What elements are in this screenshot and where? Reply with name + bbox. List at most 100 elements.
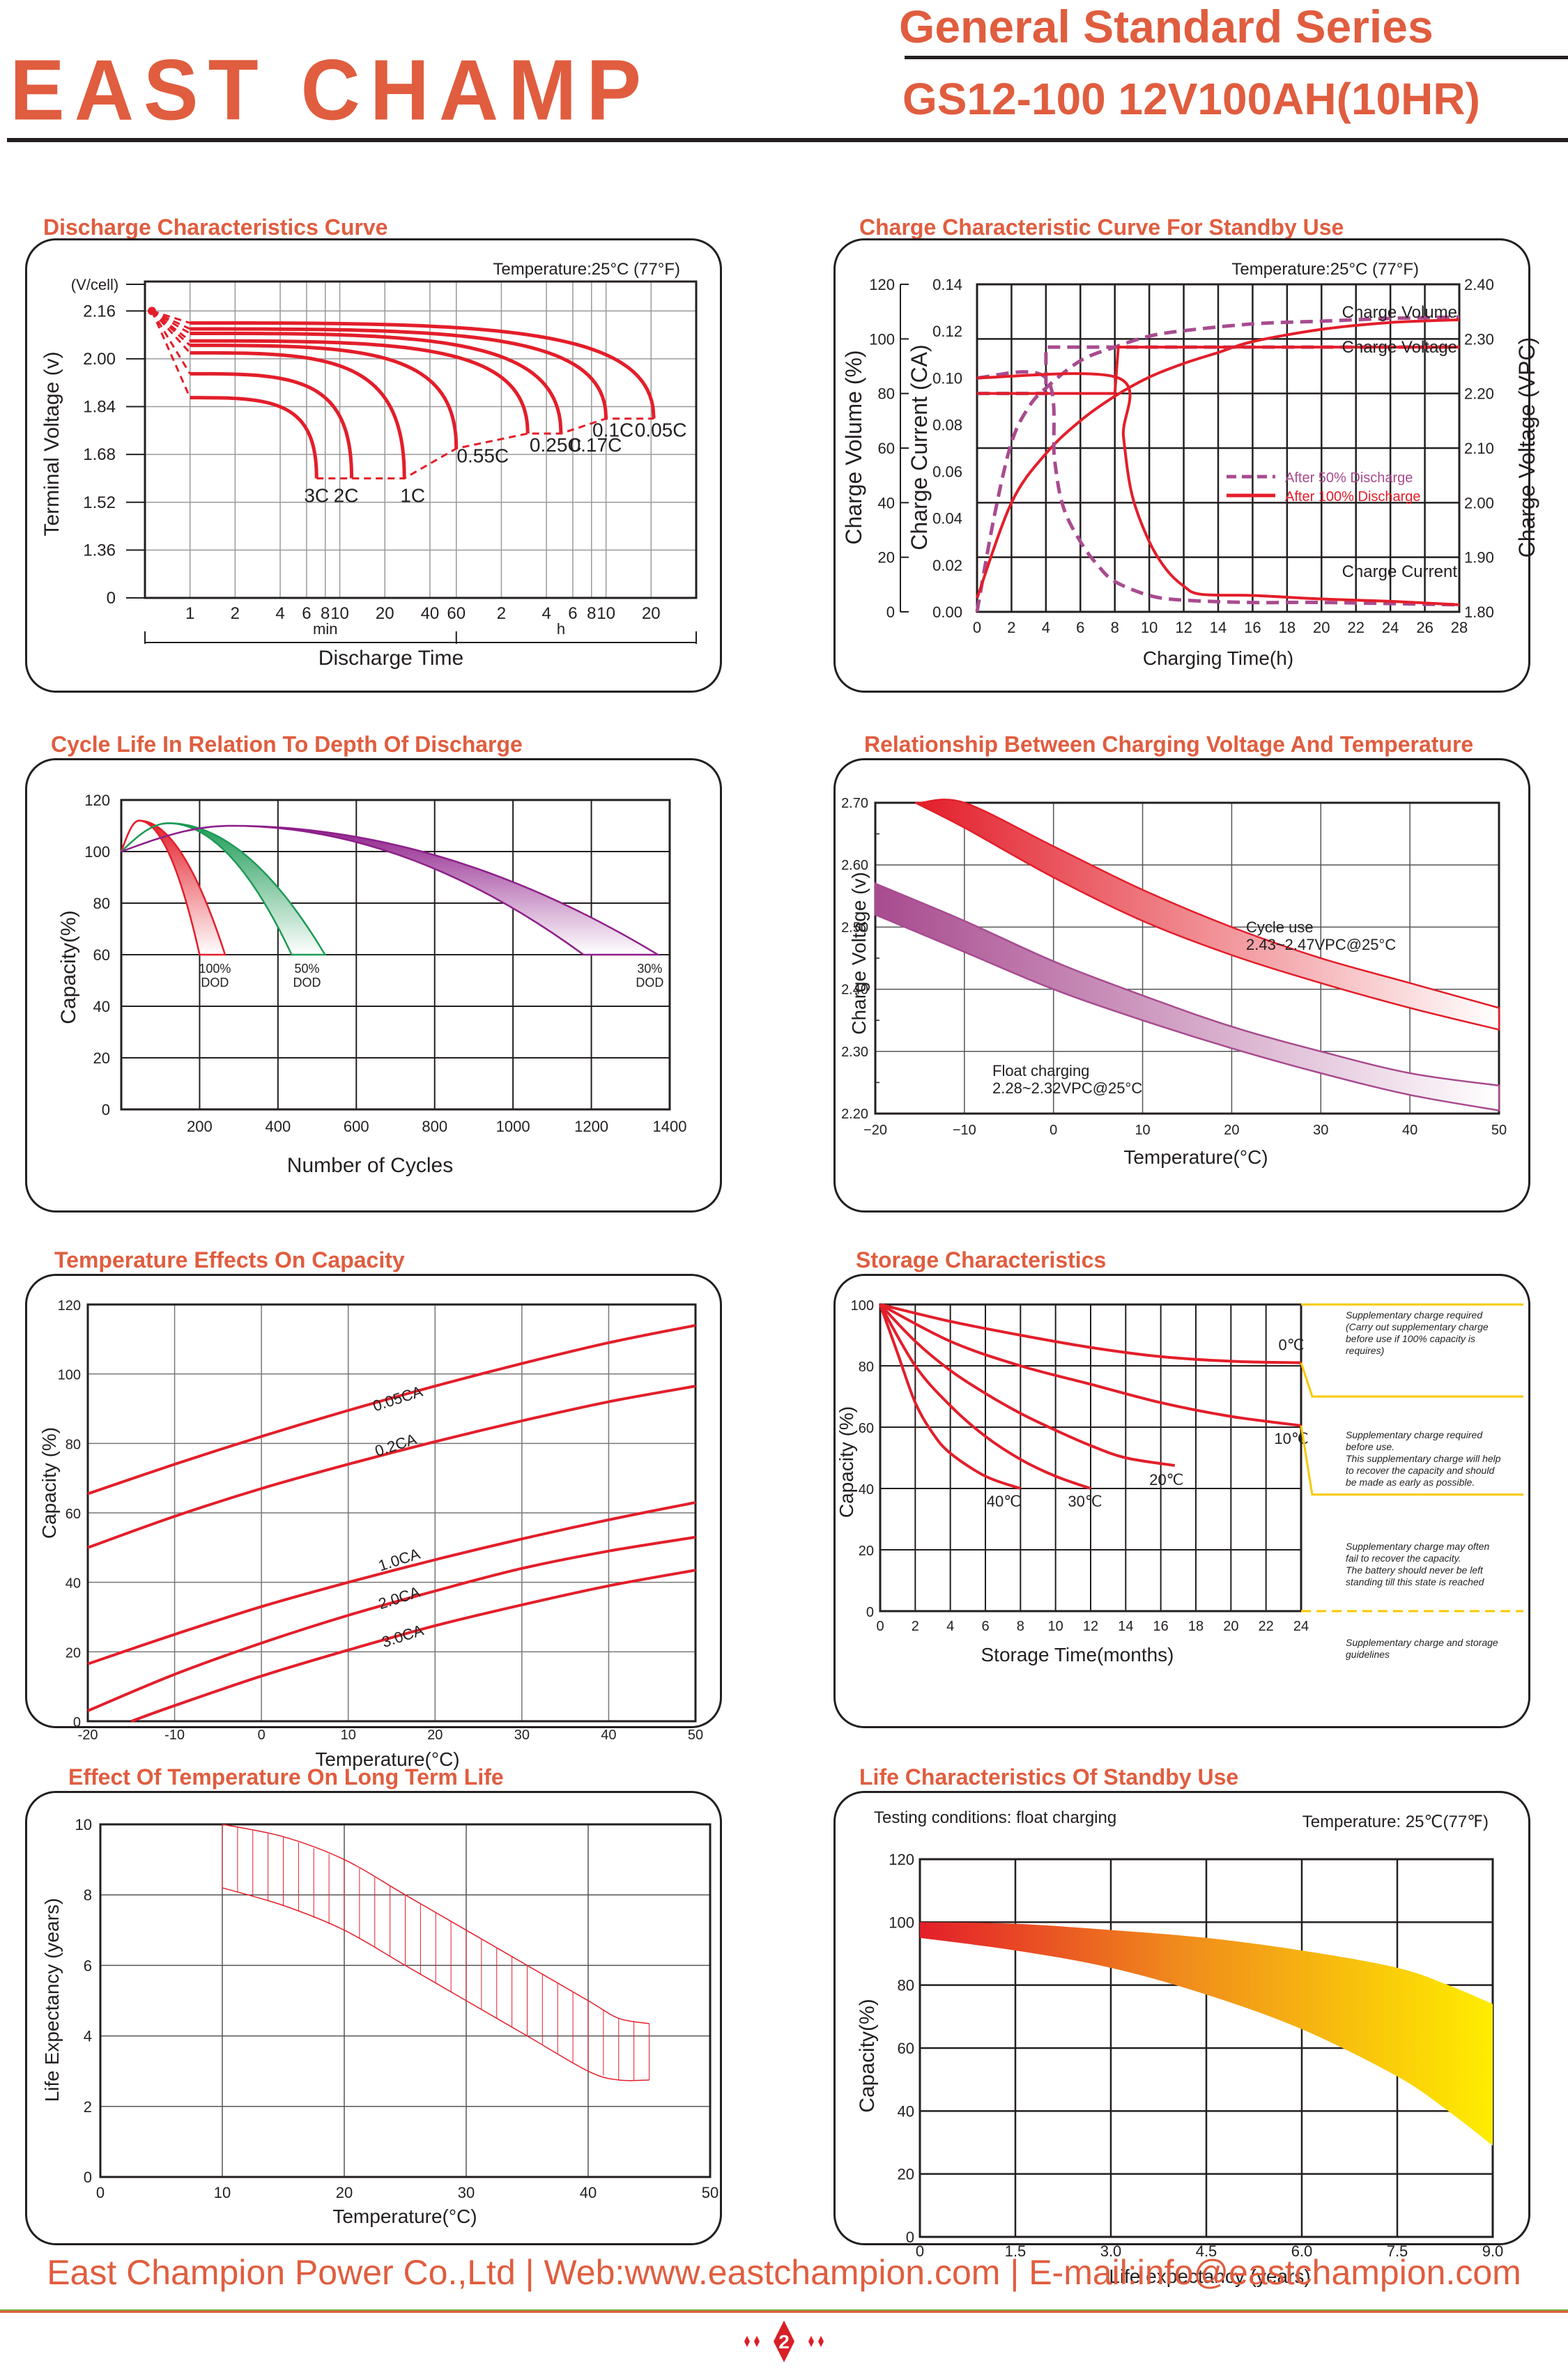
zone-note: guidelines	[1346, 1649, 1390, 1660]
footer-contact: East Champion Power Co.,Ltd | Web:www.ea…	[47, 2253, 1521, 2292]
title-temp-capacity: Temperature Effects On Capacity	[54, 1247, 405, 1272]
x-tick-label: 18	[1188, 1619, 1204, 1634]
x-tick-label: 40	[1402, 1123, 1417, 1138]
x-tick-label: 20	[427, 1728, 443, 1743]
y-tick-label: 0	[73, 1715, 81, 1730]
x-axis-title: Storage Time(months)	[981, 1644, 1174, 1665]
y-tick-label: 0	[866, 1605, 874, 1620]
band-label: 2.43~2.47VPC@25°C	[1246, 936, 1396, 953]
panel-storage	[833, 1274, 1530, 1728]
discharge-curve-1C	[190, 351, 406, 479]
y-tick-label: 6	[84, 1957, 92, 1974]
chart-temp-capacity: 0 20 40 60 80 100 120 -20 -10 0 10 20 30 40 50 Temperat…	[38, 1298, 703, 1770]
charge-curve	[976, 370, 1460, 607]
x-tick-label: 10	[341, 1728, 356, 1743]
y-tick-label: 80	[859, 1360, 874, 1375]
rate-label: 2.0CA	[376, 1583, 422, 1613]
y-axis-title: Charge Voltage (v)	[848, 872, 870, 1034]
x-group-label: min	[313, 620, 337, 638]
chart-charge-voltage-temp: 2.20 2.30 2.40 2.50 2.60 2.70 −20 −10 0 10 20 30 40 5…	[841, 796, 1507, 1168]
zone-note: The battery should never be left	[1346, 1564, 1484, 1576]
zone-note: before use if 100% capacity is	[1346, 1333, 1475, 1344]
x-tick-label: 4.5	[1196, 2242, 1217, 2260]
dod-label: DOD	[201, 976, 229, 990]
rate-label: 3.0CA	[380, 1621, 426, 1651]
capacity-curve-0.2CA	[87, 1385, 696, 1549]
temperature-note: Temperature: 25℃(77℉)	[1302, 1813, 1489, 1831]
plot-border	[120, 799, 671, 1111]
y-tick-label: 2	[84, 2098, 92, 2116]
x-tick-label: 22	[1259, 1619, 1274, 1634]
chart-standby-life: Testing conditions: float charging Temper…	[856, 1808, 1503, 2287]
y-tick-label: 40	[66, 1576, 81, 1592]
storage-curve-0	[879, 1303, 1302, 1364]
x-tick-label: 24	[1293, 1619, 1309, 1634]
title-charge-voltage-temp: Relationship Between Charging Voltage An…	[864, 732, 1474, 757]
x-tick-label: 50	[702, 2184, 718, 2201]
zone-note: Supplementary charge required	[1346, 1309, 1483, 1321]
x-tick-label: 6	[568, 604, 577, 623]
capacity-band	[920, 1922, 1493, 2146]
zone-note: This supplementary charge will help	[1346, 1453, 1501, 1464]
band-label: Cycle use	[1246, 918, 1314, 936]
x-tick-label: 4	[946, 1619, 954, 1634]
zone-note: standing till this state is reached	[1346, 1576, 1485, 1587]
curve-label-current: Charge Current	[1342, 562, 1458, 581]
temperature-note: Temperature:25°C (77°F)	[1231, 260, 1419, 279]
charge-curve	[977, 346, 1459, 395]
x-tick-label: 4	[275, 604, 284, 623]
y-tick-label: 60	[898, 2040, 914, 2057]
y-tick-label: 20	[66, 1645, 81, 1661]
x-tick-label: 12	[1083, 1619, 1098, 1634]
x-tick-label: 9.0	[1482, 2242, 1504, 2260]
y-tick-label: 60	[66, 1507, 81, 1522]
y-axis-title-volume: Charge Volume (%)	[841, 350, 866, 544]
capacity-curve-1.0CA	[87, 1501, 696, 1665]
x-tick-label: −20	[863, 1123, 887, 1138]
temperature-note: Temperature:25°C (77°F)	[493, 260, 680, 279]
diamond-icon	[744, 2336, 750, 2347]
plot-border	[879, 1303, 1302, 1613]
x-tick-label: 10	[597, 604, 615, 623]
rate-label: 0.05C	[635, 420, 687, 441]
x-tick-label: 10	[330, 604, 349, 623]
y-tick-label: 0	[107, 589, 116, 608]
diamond-icon	[754, 2336, 760, 2347]
x-tick-label: 2	[1007, 619, 1015, 636]
storage-curve-1	[879, 1303, 1302, 1427]
x-tick-label: 1	[185, 604, 194, 623]
y-tick-label: 80	[66, 1437, 81, 1452]
x-tick-label: 10	[1141, 619, 1158, 636]
x-tick-label: 0	[1050, 1123, 1057, 1138]
x-axis-title: Discharge Time	[318, 647, 463, 670]
y-tick-label: 0	[102, 1101, 110, 1118]
y-tick-label: 40	[93, 998, 110, 1015]
x-tick-label: 10	[214, 2184, 231, 2201]
temperature-label: 40℃	[987, 1493, 1021, 1510]
y-tick-label: 1.68	[83, 445, 116, 464]
rate-label: 0.1C	[592, 420, 633, 441]
discharge-curve-0.1C	[190, 327, 608, 419]
x-tick-label: 4	[1042, 619, 1050, 636]
zone-note: Supplementary charge and storage	[1346, 1637, 1498, 1648]
volume-tick-label: 40	[878, 494, 895, 511]
y-tick-label: 2.00	[83, 350, 116, 369]
volume-tick-label: 60	[878, 440, 895, 457]
voltage-tick-label: 2.30	[1464, 330, 1494, 348]
rate-label: 0.25C	[530, 434, 582, 456]
x-tick-label: 1000	[496, 1118, 530, 1135]
x-tick-label: 50	[1491, 1123, 1507, 1138]
x-tick-label: −10	[953, 1123, 976, 1138]
x-tick-label: 7.5	[1387, 2242, 1408, 2260]
y-tick-label: 100	[84, 843, 110, 861]
plot-border	[144, 280, 698, 599]
x-tick-label: 40	[580, 2184, 597, 2201]
x-axis-title: Temperature(°C)	[315, 1748, 459, 1770]
voltage-tick-label: 1.90	[1464, 549, 1494, 567]
title-discharge: Discharge Characteristics Curve	[43, 215, 388, 240]
y-axis-title: Capacity (%)	[38, 1427, 60, 1539]
y-tick-label: 100	[58, 1368, 81, 1383]
x-tick-label: 2	[231, 604, 240, 623]
y-tick-label: 120	[889, 1851, 914, 1868]
zone-note: to recover the capacity and should	[1346, 1465, 1495, 1476]
